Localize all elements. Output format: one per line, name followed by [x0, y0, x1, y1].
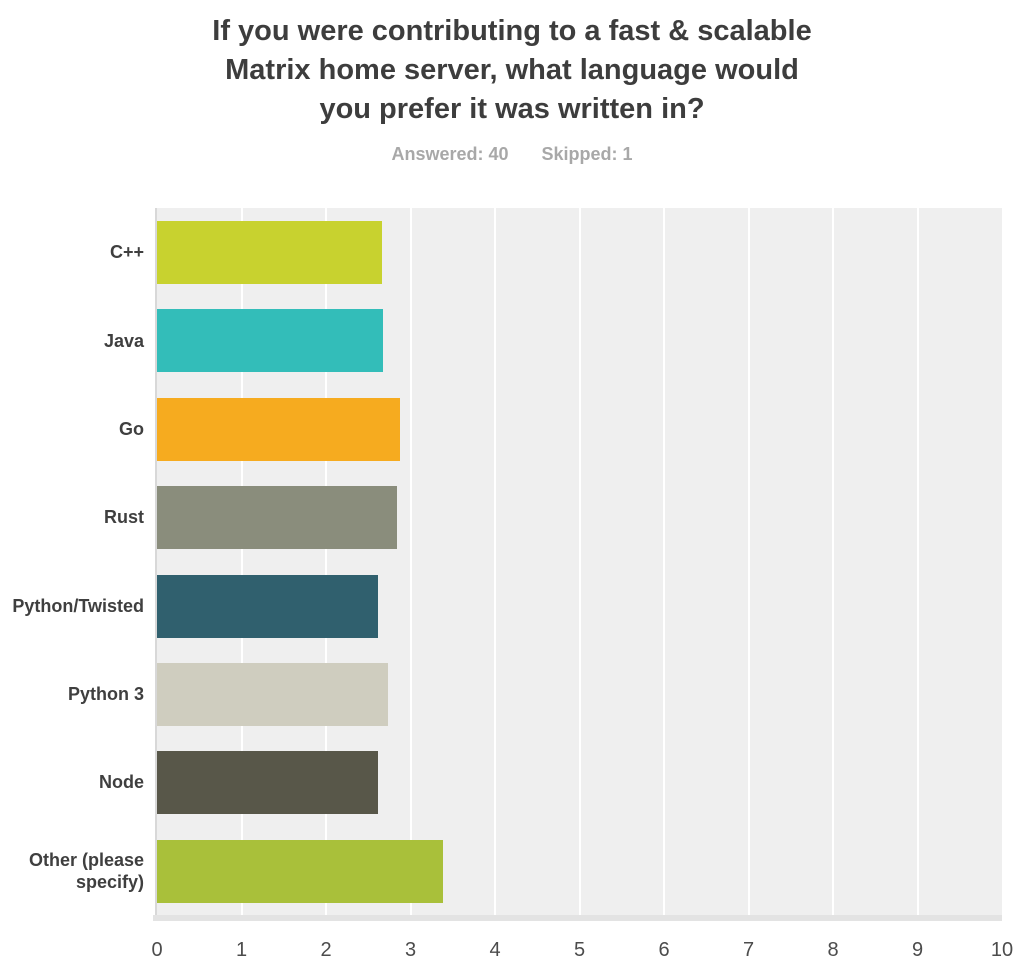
- category-label-java: Java: [0, 296, 155, 384]
- response-stats: Answered: 40 Skipped: 1: [0, 144, 1024, 166]
- x-axis: 0 1 2 3 4 5 6 7 8 9 10: [151, 933, 1013, 967]
- gridline-3: [409, 208, 412, 915]
- category-label-node: Node: [0, 738, 155, 826]
- answered-count: Answered: 40: [391, 144, 509, 164]
- x-tick-label-0: 0: [151, 939, 163, 961]
- x-tick-label-9: 9: [911, 939, 924, 961]
- category-label-python-twisted: Python/Twisted: [0, 562, 155, 650]
- bar-java[interactable]: [157, 309, 384, 373]
- bar-rust[interactable]: [157, 486, 397, 550]
- x-tick-label-7: 7: [742, 939, 755, 961]
- x-tick-label-1: 1: [235, 939, 248, 961]
- bar-chart: C++ Java Go Rust Python/Twisted Python 3 Node O…: [0, 208, 1024, 915]
- bar-other-please-specify[interactable]: [157, 839, 443, 903]
- category-label-rust: Rust: [0, 473, 155, 561]
- category-label-other-please-specify: Other (please specify): [0, 827, 155, 915]
- gridline-1: [240, 208, 243, 915]
- skipped-count: Skipped: 1: [541, 144, 633, 164]
- category-label-text: Rust: [104, 507, 144, 528]
- x-tick-label-3: 3: [404, 939, 417, 961]
- bar-python-3[interactable]: [157, 662, 388, 726]
- chart-title: If you were contributing to a fast & sca…: [0, 12, 1024, 129]
- x-tick-label-5: 5: [573, 939, 586, 961]
- gridline-2: [325, 208, 327, 915]
- bar-go[interactable]: [157, 397, 400, 461]
- gridline-9: [916, 208, 919, 915]
- category-label-c++: C++: [0, 208, 155, 296]
- x-tick-label-4: 4: [489, 939, 501, 961]
- category-label-text: Node: [99, 772, 144, 793]
- x-tick-label-6: 6: [658, 939, 670, 961]
- category-label-text: Go: [119, 418, 144, 439]
- category-label-text: Python/Twisted: [12, 595, 144, 616]
- gridline-4: [494, 208, 496, 915]
- category-label-python-3: Python 3: [0, 650, 155, 738]
- gridline-5: [578, 208, 581, 915]
- category-label-text: Other (please specify): [28, 849, 144, 892]
- category-labels: C++ Java Go Rust Python/Twisted Python 3 Node O…: [0, 208, 155, 915]
- bar-python-twisted[interactable]: [157, 574, 378, 638]
- x-tick-label-8: 8: [827, 939, 839, 961]
- bar-c++[interactable]: [157, 221, 382, 284]
- category-label-text: Java: [103, 330, 144, 351]
- gridline-7: [747, 208, 750, 915]
- category-label-text: C++: [109, 242, 144, 263]
- gridline-8: [832, 208, 834, 915]
- plot-area: [155, 208, 1002, 915]
- chart-title-line-2: Matrix home server, what language would: [225, 54, 799, 86]
- gridline-6: [663, 208, 665, 915]
- chart-title-line-1: If you were contributing to a fast & sca…: [212, 15, 812, 47]
- x-tick-label-10: 10: [990, 939, 1014, 961]
- x-tick-label-2: 2: [320, 939, 332, 961]
- bar-node[interactable]: [157, 751, 379, 815]
- category-label-go: Go: [0, 385, 155, 473]
- plot-bottom-shadow: [153, 915, 1002, 921]
- category-label-text: Python 3: [67, 684, 144, 705]
- chart-title-line-3: you prefer it was written in?: [319, 93, 705, 125]
